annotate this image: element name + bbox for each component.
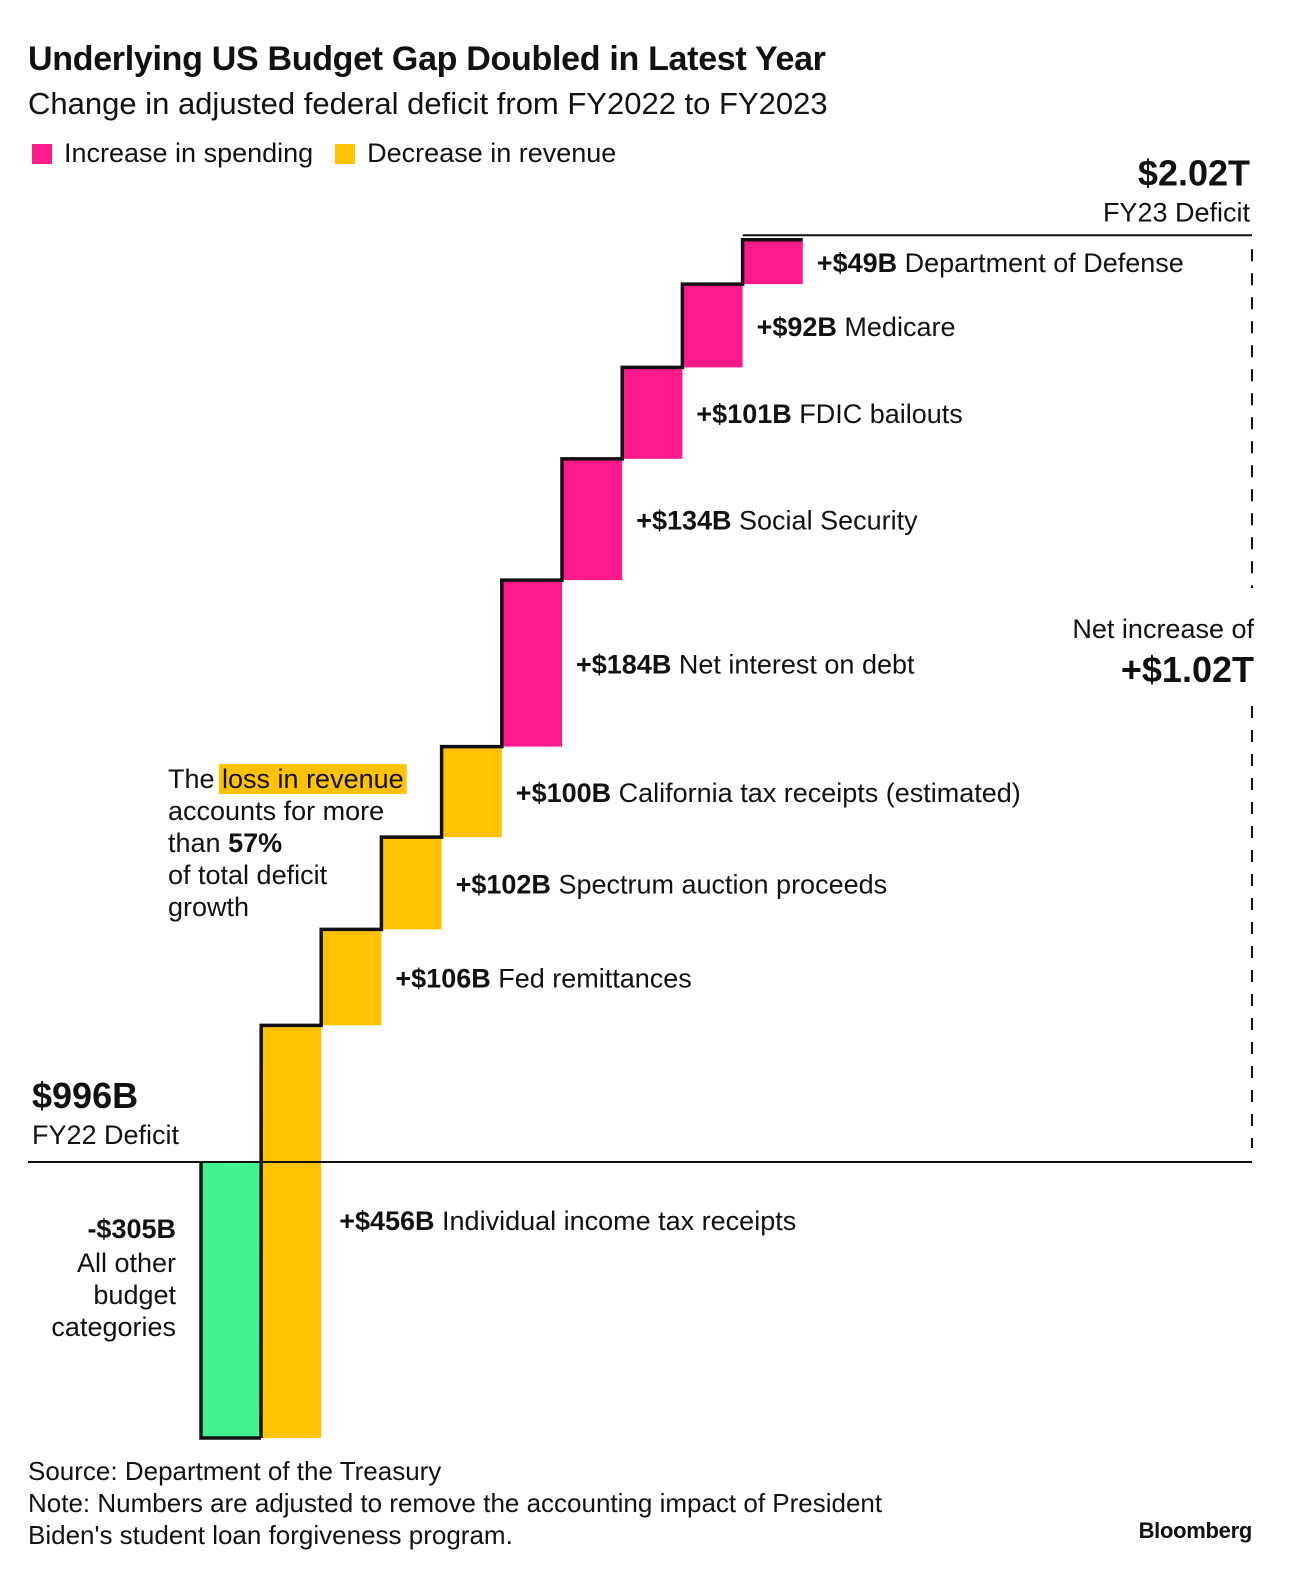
bar-fdic-bailouts	[622, 367, 683, 459]
bar-california-tax-receipts-estimated-	[441, 746, 502, 838]
label-net-interest-on-debt: +$184B Net interest on debt	[576, 649, 915, 679]
label-medicare: +$92B Medicare	[757, 312, 956, 342]
label-fdic-bailouts: +$101B FDIC bailouts	[696, 399, 962, 429]
bar-all-other-budget-categories	[201, 1162, 261, 1439]
fy23-value: $2.02T	[1138, 152, 1250, 193]
legend-item-revenue: Decrease in revenue	[335, 138, 616, 169]
fy23-label: FY23 Deficit	[1103, 197, 1251, 227]
annotation-line: accounts for more	[168, 796, 384, 826]
other-bar-outline	[199, 1162, 261, 1440]
bar-spectrum-auction-proceeds	[381, 837, 442, 930]
annotation-line: growth	[168, 892, 249, 922]
annotation-line: than 57%	[168, 828, 282, 858]
annotation-line: of total deficit	[168, 860, 328, 890]
source-text: Source: Department of the Treasury	[28, 1456, 442, 1486]
annotation-line: The loss in revenue	[168, 764, 404, 794]
net-increase-label: Net increase of	[1072, 614, 1254, 644]
note-line-2: Biden's student loan forgiveness program…	[28, 1520, 513, 1550]
bar-individual-income-tax-receipts	[261, 1025, 322, 1439]
label-social-security: +$134B Social Security	[636, 505, 918, 535]
bar-social-security	[562, 458, 623, 581]
label-other-line: categories	[51, 1312, 176, 1342]
label-individual-income-tax-receipts: +$456B Individual income tax receipts	[339, 1206, 796, 1236]
annotation-highlight	[219, 764, 407, 794]
label-other-line: budget	[93, 1280, 176, 1310]
legend-label-spending: Increase in spending	[64, 138, 314, 168]
legend-swatch-revenue	[335, 143, 356, 164]
net-increase-value: +$1.02T	[1121, 649, 1254, 690]
label-spectrum-auction-proceeds: +$102B Spectrum auction proceeds	[456, 869, 888, 899]
chart-title: Underlying US Budget Gap Doubled in Late…	[28, 40, 826, 78]
label-department-of-defense: +$49B Department of Defense	[817, 248, 1184, 278]
bar-net-interest-on-debt	[502, 580, 562, 747]
chart-subtitle: Change in adjusted federal deficit from …	[28, 86, 828, 121]
staircase-outline	[259, 238, 803, 1439]
legend-swatch-spending	[32, 143, 52, 164]
footer: Source: Department of the Treasury Note:…	[28, 1455, 882, 1551]
waterfall-chart: +$456B Individual income tax receipts +$1…	[28, 152, 1254, 1440]
fy22-label: FY22 Deficit	[32, 1120, 180, 1150]
bar-medicare	[682, 284, 743, 368]
label-other-line: All other	[77, 1248, 176, 1278]
bar-department-of-defense	[742, 239, 803, 285]
note-line-1: Note: Numbers are adjusted to remove the…	[28, 1488, 883, 1518]
fy22-value: $996B	[32, 1075, 138, 1116]
legend-label-revenue: Decrease in revenue	[367, 138, 617, 168]
bloomberg-logo: Bloomberg	[1138, 1518, 1253, 1543]
label-california-tax-receipts-estimated-: +$100B California tax receipts (estimate…	[516, 778, 1021, 808]
label-fed-remittances: +$106B Fed remittances	[395, 963, 691, 993]
label-other-amount: -$305B	[87, 1214, 176, 1244]
bar-fed-remittances	[321, 929, 382, 1026]
legend: Increase in spending Decrease in revenue	[32, 138, 638, 169]
legend-item-spending: Increase in spending	[32, 138, 313, 169]
